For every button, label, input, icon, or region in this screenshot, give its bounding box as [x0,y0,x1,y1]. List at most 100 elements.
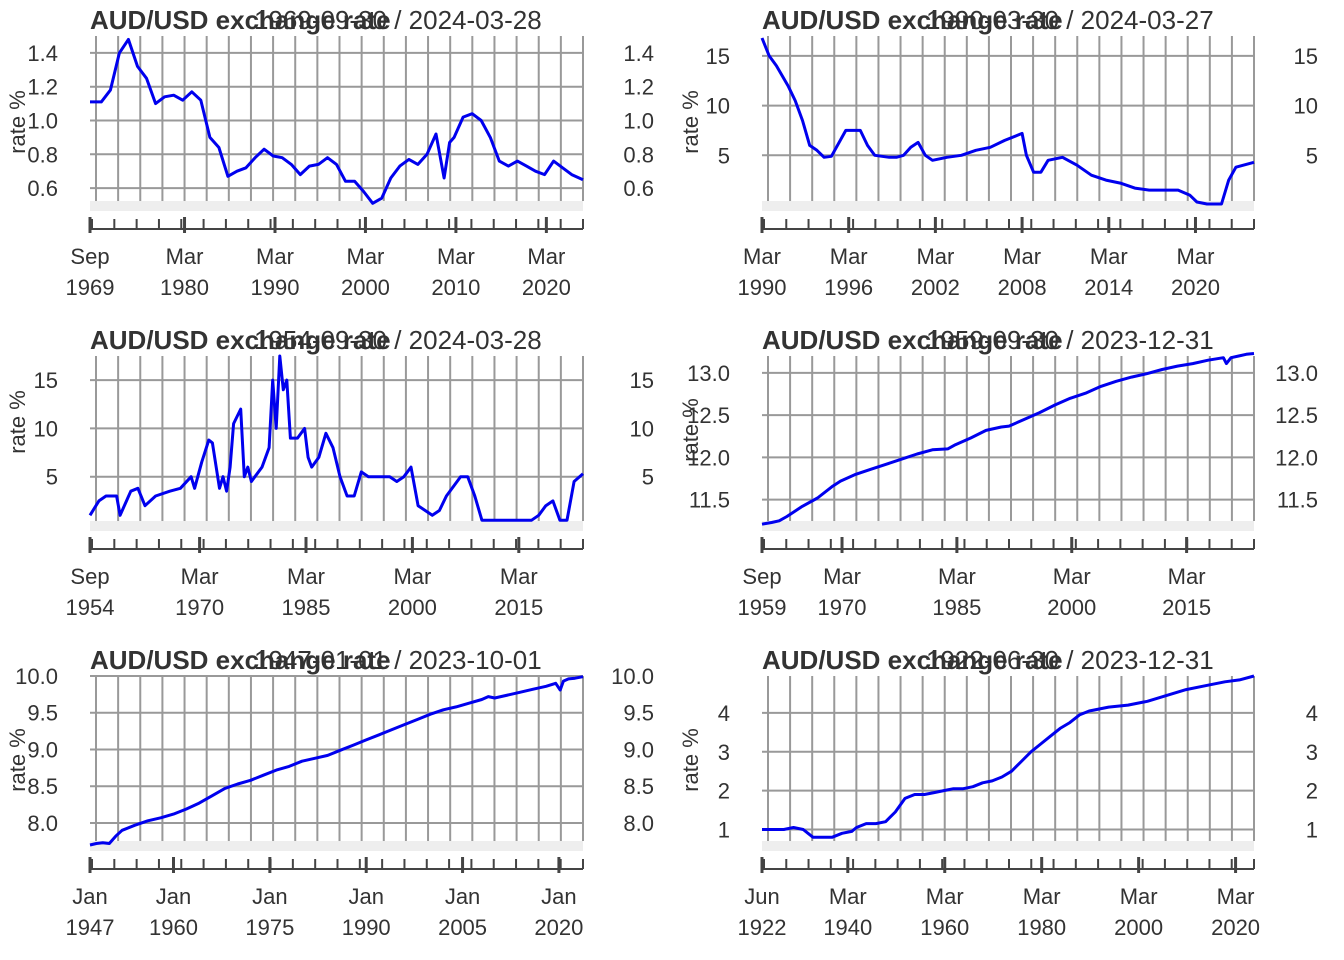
x-tick-label-month: Mar [926,884,964,909]
y-tick-label-right: 13.0 [1275,361,1318,386]
x-tick-label-year: 1980 [160,275,209,300]
chart-title: AUD/USD exchange rate [762,325,1063,355]
chart-title: AUD/USD exchange rate [762,645,1063,675]
x-tick-label-year: 2000 [341,275,390,300]
x-tick-label-month: Mar [1090,244,1128,269]
chart-range-label: 1969-09-30 / 2024-03-28 [254,5,542,35]
x-tick-label-year: 2015 [1162,595,1211,620]
y-tick-label-left: 13.0 [687,361,730,386]
x-tick-label-year: 2020 [1171,275,1220,300]
y-tick-label-right: 8.0 [623,811,654,836]
x-tick-label-month: Jan [348,884,383,909]
x-tick-label-month: Mar [287,564,325,589]
series-line [90,37,584,205]
y-tick-label-right: 5 [642,465,654,490]
x-tick-label-year: 1959 [738,595,787,620]
panel-bottom-band [90,841,583,851]
x-tick-label-month: Mar [347,244,385,269]
x-tick-label-month: Sep [742,564,781,589]
x-tick-label-month: Jun [744,884,779,909]
y-axis-label: rate % [5,390,30,454]
series-line [89,675,584,847]
x-tick-label-year: 2000 [388,595,437,620]
x-tick-label-month: Mar [823,564,861,589]
x-tick-label-year: 1960 [149,915,198,940]
y-tick-label-left: 1.0 [27,109,58,134]
x-tick-label-month: Mar [166,244,204,269]
x-tick-label-year: 2010 [431,275,480,300]
x-tick-label-year: 2020 [522,275,571,300]
x-tick-label-year: 1990 [251,275,300,300]
panel-bottom-band [90,521,583,531]
x-tick-label-month: Mar [1120,884,1158,909]
y-axis-label: rate % [678,90,703,154]
y-tick-label-left: 9.0 [27,737,58,762]
chart-panel-2: Mar 1990 Mar 1996 Mar 2002 Mar 2008 Mar 2014 Mar 20… [678,5,1318,300]
chart-panel-3: Sep 1954 Mar 1970 Mar 1985 Mar 2000 Mar 2015 5 5 10 1… [5,325,654,620]
series-line [762,674,1255,839]
y-axis-label: rate % [678,398,703,462]
panel-bottom-band [762,521,1254,531]
series-line [761,352,1255,526]
x-tick-label-year: 1947 [66,915,115,940]
y-tick-label-right: 10 [630,416,654,441]
y-tick-label-right: 0.8 [623,142,654,167]
y-tick-label-right: 0.6 [623,176,654,201]
y-tick-label-left: 1 [718,817,730,842]
x-tick-label-month: Mar [743,244,781,269]
y-axis-label: rate % [5,90,30,154]
x-tick-label-month: Mar [256,244,294,269]
y-axis-label: rate % [5,728,30,792]
x-tick-label-year: 1975 [245,915,294,940]
x-tick-label-year: 1985 [932,595,981,620]
y-tick-label-right: 11.5 [1277,488,1318,513]
series-line [88,354,584,522]
y-tick-label-left: 4 [718,701,730,726]
y-tick-label-right: 2 [1306,779,1318,804]
x-tick-label-year: 1970 [175,595,224,620]
x-tick-label-month: Jan [252,884,287,909]
y-tick-label-left: 10.0 [15,664,58,689]
y-tick-label-left: 8.0 [27,811,58,836]
y-tick-label-left: 11.5 [689,488,730,513]
y-tick-label-left: 15 [706,44,730,69]
y-tick-label-left: 0.6 [27,176,58,201]
y-tick-label-right: 4 [1306,701,1318,726]
x-tick-label-year: 2002 [911,275,960,300]
x-tick-label-month: Mar [500,564,538,589]
x-tick-label-month: Jan [445,884,480,909]
chart-range-label: 1959-09-30 / 2023-12-31 [926,325,1214,355]
x-tick-label-month: Jan [72,884,107,909]
chart-title: AUD/USD exchange rate [90,325,391,355]
x-tick-label-month: Mar [938,564,976,589]
x-tick-label-year: 1922 [738,915,787,940]
chart-title: AUD/USD exchange rate [762,5,1063,35]
x-tick-label-month: Mar [1217,884,1255,909]
y-tick-label-left: 12.5 [687,403,730,428]
y-tick-label-left: 3 [718,740,730,765]
x-tick-label-year: 1954 [66,595,115,620]
x-tick-label-month: Mar [527,244,565,269]
y-tick-label-right: 10.0 [611,664,654,689]
x-tick-label-month: Jan [541,884,576,909]
x-tick-label-month: Mar [1053,564,1091,589]
y-tick-label-right: 12.0 [1275,445,1318,470]
x-tick-label-year: 2000 [1114,915,1163,940]
x-tick-label-year: 2020 [534,915,583,940]
chart-range-label: 1922-06-30 / 2023-12-31 [926,645,1214,675]
y-tick-label-left: 2 [718,779,730,804]
y-tick-label-right: 1.2 [623,75,654,100]
y-tick-label-right: 15 [1294,44,1318,69]
x-tick-label-month: Mar [829,884,867,909]
panel-bottom-band [90,201,583,211]
x-tick-label-year: 1960 [920,915,969,940]
y-tick-label-right: 12.5 [1275,403,1318,428]
y-tick-label-right: 3 [1306,740,1318,765]
x-tick-label-month: Mar [1177,244,1215,269]
x-tick-label-month: Mar [916,244,954,269]
y-tick-label-right: 9.5 [623,701,654,726]
y-tick-label-right: 8.5 [623,774,654,799]
chart-panel-1: Sep 1969 Mar 1980 Mar 1990 Mar 2000 Mar 2010 Mar 20… [5,5,654,300]
y-tick-label-left: 10 [706,94,730,119]
y-tick-label-left: 15 [34,368,58,393]
